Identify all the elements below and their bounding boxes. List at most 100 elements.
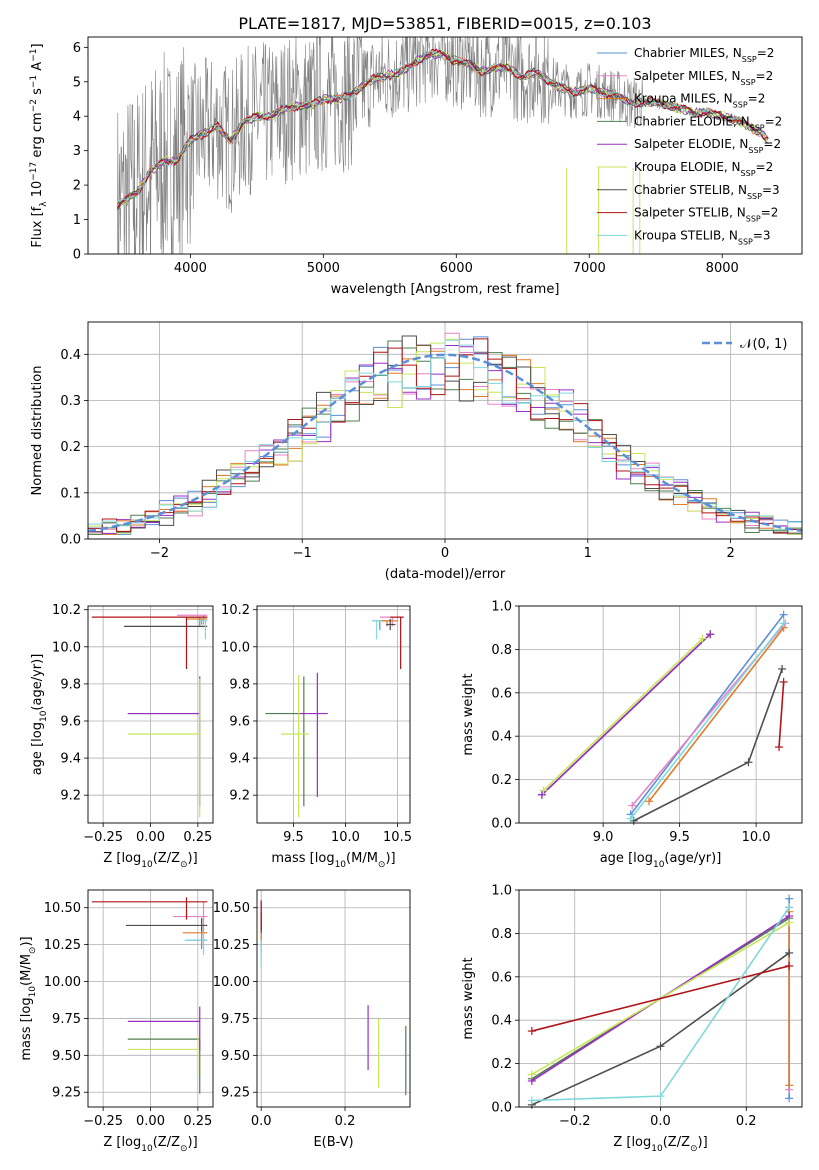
series-line xyxy=(527,948,794,1109)
label-part: (M/ xyxy=(19,965,34,986)
y-tick-label: 5 xyxy=(73,75,81,90)
label-part: M xyxy=(19,954,34,965)
x-axis-label: Z [log10(Z/Z⊙)] xyxy=(103,851,197,870)
label-part: Z [ xyxy=(103,851,121,866)
label-part: )] xyxy=(385,851,395,866)
label-part: (age/yr)] xyxy=(664,851,721,866)
label-part: −1 xyxy=(29,49,39,62)
label-part: Salpeter STELIB, N xyxy=(634,206,746,220)
label-part: 10 xyxy=(653,860,665,870)
y-tick-label: 9.2 xyxy=(229,789,250,804)
series-path xyxy=(541,633,711,796)
y-tick-label: 9.4 xyxy=(229,752,250,767)
errorbar-point xyxy=(373,620,391,631)
legend-label: Salpeter MILES, NSSP=2 xyxy=(634,69,773,87)
x-tick-label: 0.2 xyxy=(335,1114,356,1129)
legend-label: Salpeter ELODIE, NSSP=2 xyxy=(634,137,781,155)
label-part: =2 xyxy=(761,206,779,220)
y-tick-label: 0.2 xyxy=(491,773,512,788)
y-tick-label: 9.25 xyxy=(221,1086,250,1101)
label-part: SSP xyxy=(747,191,762,200)
y-tick-label: 9.8 xyxy=(229,677,250,692)
label-part: Flux [f xyxy=(30,206,45,247)
label-part: 10 xyxy=(39,710,49,722)
label-part: =2 xyxy=(756,160,774,174)
label-part: wavelength [Angstrom, rest frame] xyxy=(331,282,560,297)
y-axis-label: Flux [fλ 10−17 erg cm−2 s−1 A−1] xyxy=(29,43,49,247)
x-tick-label: −0.25 xyxy=(83,1114,123,1129)
legend-label: Salpeter STELIB, NSSP=2 xyxy=(634,206,778,224)
chart-age-vs-mass: 9.5 10.0 10.5 9.2 9.4 9.6 9.8 10.0 10.2 mass [log… xyxy=(221,603,412,870)
x-axis-label: mass [log10(M/M⊙)] xyxy=(271,851,395,870)
y-axis-label: mass [log10(M/M⊙)] xyxy=(19,936,38,1060)
label-part: (age/yr)] xyxy=(30,654,45,711)
label-part: Salpeter MILES, N xyxy=(634,69,741,83)
label-part: =3 xyxy=(753,228,771,242)
y-tick-label: 0.4 xyxy=(491,730,512,745)
y-tick-label: 0.0 xyxy=(60,533,81,548)
errorbar-point xyxy=(296,672,328,798)
y-axis-label: Normed distribution xyxy=(30,366,45,496)
chart-mass-weight-vs-Z: −0.2 0.0 0.2 0.0 0.2 0.4 0.6 0.8 1.0 Z [log10(Z/Z… xyxy=(461,884,803,1154)
label-part: Kroupa MILES, N xyxy=(634,92,733,106)
errorbar-point xyxy=(127,676,201,807)
label-part: =2 xyxy=(757,46,775,60)
series-path xyxy=(531,965,790,1032)
x-axis-label: (data-model)/error xyxy=(385,567,506,582)
label-part: log xyxy=(315,851,335,866)
errorbar-point xyxy=(127,1034,199,1075)
y-tick-label: 0.1 xyxy=(60,486,81,501)
y-tick-label: 9.6 xyxy=(60,714,81,729)
label-part: )] xyxy=(19,936,34,946)
label-part: age [ xyxy=(600,851,633,866)
label-part: (M/ xyxy=(346,851,367,866)
label-part: −1 xyxy=(29,75,39,88)
x-tick-label: 10.0 xyxy=(742,830,771,845)
y-tick-label: 6 xyxy=(73,41,81,56)
label-part: SSP xyxy=(741,77,756,86)
series-line xyxy=(537,630,715,799)
series-path xyxy=(542,637,704,792)
y-tick-label: 1 xyxy=(73,213,81,228)
label-part: ⊙ xyxy=(28,947,38,955)
chart-age-vs-Z: −0.25 0.00 0.259.29.49.69.810.010.2Z [log1… xyxy=(30,603,214,870)
label-part: 10 xyxy=(335,860,347,870)
errorbar-point xyxy=(371,620,382,640)
errorbar-point xyxy=(280,674,310,818)
label-part: 10 xyxy=(141,860,153,870)
y-tick-label: 10.00 xyxy=(213,975,250,990)
axes-frame xyxy=(518,605,803,824)
x-tick-label: 0.00 xyxy=(136,1114,165,1129)
normal-curve xyxy=(87,353,803,533)
y-tick-label: 1.0 xyxy=(491,884,512,899)
label-part: (data-model)/error xyxy=(385,567,506,582)
x-tick-label: −0.2 xyxy=(559,1114,591,1129)
label-part: Chabrier ELODIE, N xyxy=(634,114,750,128)
axes-frame xyxy=(518,889,803,1108)
x-tick-label: 0.25 xyxy=(183,830,212,845)
label-part: 10 xyxy=(30,181,45,202)
axes-frame xyxy=(256,889,411,1108)
errorbar-point xyxy=(127,1038,201,1094)
legend-label: Chabrier MILES, NSSP=2 xyxy=(634,46,774,64)
label-part: Z [ xyxy=(613,1135,631,1150)
y-tick-label: 10.00 xyxy=(44,975,81,990)
y-tick-label: 0.6 xyxy=(491,970,512,985)
label-part: Salpeter ELODIE, N xyxy=(634,137,748,151)
y-tick-label: 9.50 xyxy=(52,1049,81,1064)
series-line xyxy=(785,907,794,1090)
label-part: SSP xyxy=(733,100,748,109)
label-part: Chabrier MILES, N xyxy=(634,46,742,60)
y-tick-label: 10.25 xyxy=(213,938,250,953)
chart-spectrum: 4000 5000 6000 7000 8000 0 1 2 3 4 5 6 wavelength [A… xyxy=(29,36,803,297)
y-tick-label: 0.2 xyxy=(491,1057,512,1072)
axes-frame xyxy=(87,889,214,1108)
label-part: SSP xyxy=(750,123,765,132)
series-line xyxy=(626,619,788,823)
x-tick-label: 9.5 xyxy=(669,830,690,845)
errorbar-point xyxy=(127,678,201,818)
x-tick-label: 6000 xyxy=(440,261,473,276)
x-tick-label: −0.25 xyxy=(83,830,123,845)
y-tick-label: 0.8 xyxy=(491,927,512,942)
